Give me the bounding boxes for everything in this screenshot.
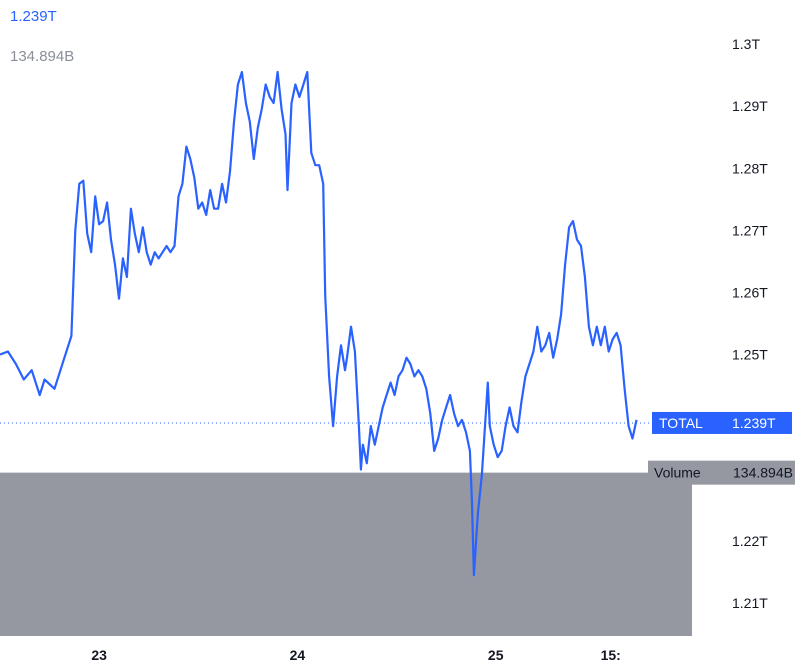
price-line-series xyxy=(0,70,638,577)
series-line-total xyxy=(0,70,638,577)
y-tick-label: 1.28T xyxy=(732,160,768,176)
price-tag-value: 1.239T xyxy=(732,415,776,431)
x-axis: 23 24 25 15: xyxy=(91,647,620,661)
y-tick-label: 1.26T xyxy=(732,285,768,301)
x-tick-label: 25 xyxy=(488,647,504,661)
price-tags: TOTAL 1.239T Volume 134.894B xyxy=(648,411,795,485)
y-tick-label: 1.21T xyxy=(732,595,768,611)
y-axis: 1.3T1.29T1.28T1.27T1.26T1.25T1.22T1.21T1… xyxy=(732,36,768,611)
x-tick-label: 15: xyxy=(601,647,621,661)
volume-tag-value: 134.894B xyxy=(733,465,793,481)
header-volume-value: 134.894B xyxy=(10,48,75,65)
y-tick-label: 1.29T xyxy=(732,98,768,114)
symbol-tag-label: TOTAL xyxy=(659,415,703,431)
volume-bar xyxy=(0,472,692,636)
header-last-value: 1.239T xyxy=(10,8,57,25)
volume-tag-bg xyxy=(648,460,795,485)
x-tick-label: 24 xyxy=(290,647,306,661)
x-tick-label: 23 xyxy=(91,647,107,661)
y-tick-label: 1.22T xyxy=(732,533,768,549)
price-tag-bg xyxy=(652,411,792,434)
y-tick-label: 1.3T xyxy=(732,36,760,52)
volume-tag-label: Volume xyxy=(654,465,701,481)
y-tick-label: 1.27T xyxy=(732,222,768,238)
volume-area xyxy=(0,472,692,636)
y-tick-label: 1.25T xyxy=(732,347,768,363)
